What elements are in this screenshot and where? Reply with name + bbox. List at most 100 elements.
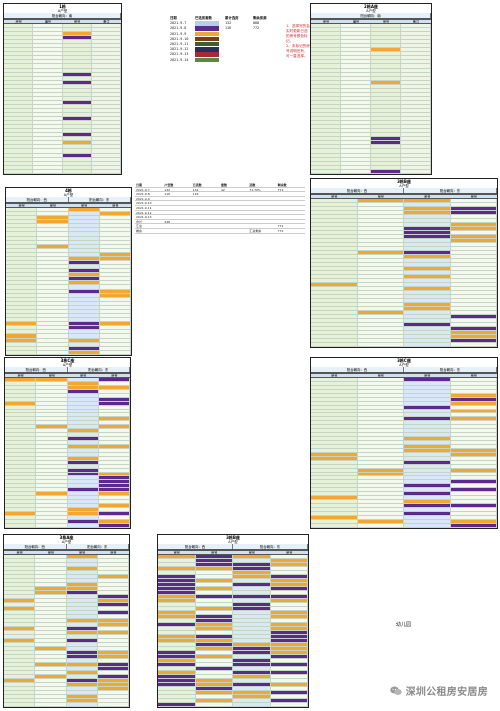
table-row xyxy=(4,575,129,579)
room-cell xyxy=(97,695,129,698)
room-cell xyxy=(357,515,404,519)
room-cell xyxy=(37,273,69,277)
room-cell xyxy=(311,291,358,294)
room-cell xyxy=(4,133,34,137)
room-cell xyxy=(311,331,358,334)
table-row xyxy=(158,675,308,679)
room-cell xyxy=(91,40,121,44)
room-cell xyxy=(311,303,358,306)
room-cell xyxy=(311,255,358,258)
room-cell xyxy=(5,441,37,444)
block-column-header: 房号 房号 房号 房号 xyxy=(6,203,131,208)
room-cell xyxy=(66,647,98,650)
room-cell xyxy=(371,141,401,145)
table-row xyxy=(158,579,308,583)
room-cell xyxy=(450,215,497,218)
table-row xyxy=(5,492,130,497)
block-grid xyxy=(311,24,431,174)
column-header: 房号 xyxy=(79,374,87,377)
room-cell xyxy=(37,232,69,236)
room-cell xyxy=(401,88,431,92)
room-cell xyxy=(401,80,431,84)
room-cell xyxy=(4,149,34,153)
room-cell xyxy=(450,405,497,409)
room-cell xyxy=(6,232,38,236)
room-cell xyxy=(91,141,121,145)
room-cell xyxy=(357,255,404,258)
room-cell xyxy=(67,405,99,409)
table-row xyxy=(311,496,497,501)
room-cell xyxy=(311,219,358,222)
room-cell xyxy=(67,393,99,397)
room-cell xyxy=(158,663,196,666)
room-cell xyxy=(66,627,98,630)
stats-header-4: 选数 xyxy=(249,183,256,187)
room-cell xyxy=(67,437,99,440)
table-row xyxy=(158,563,308,567)
room-cell xyxy=(195,659,233,662)
room-cell xyxy=(357,378,404,381)
room-cell xyxy=(311,385,358,389)
table-row xyxy=(311,219,497,223)
room-cell xyxy=(404,515,451,519)
table-row xyxy=(311,492,497,497)
room-cell xyxy=(311,44,341,48)
room-cell xyxy=(233,639,271,642)
block-title: 3栋B座 xyxy=(311,179,497,184)
room-cell xyxy=(341,52,371,56)
room-cell xyxy=(270,651,308,654)
room-cell xyxy=(4,603,36,606)
room-cell xyxy=(68,338,100,342)
room-cell xyxy=(4,64,34,68)
room-cell xyxy=(450,243,497,246)
room-cell xyxy=(99,346,131,350)
room-cell xyxy=(5,464,37,468)
stats-cell xyxy=(248,211,276,215)
room-cell xyxy=(311,417,358,421)
room-cell xyxy=(6,228,38,232)
room-cell xyxy=(311,149,341,153)
room-cell xyxy=(91,64,121,68)
room-cell xyxy=(357,219,404,222)
table-row xyxy=(5,421,130,426)
table-row xyxy=(5,472,130,477)
column-header: 房号 xyxy=(211,551,218,554)
table-row xyxy=(4,153,121,158)
room-cell xyxy=(233,555,271,558)
room-cell xyxy=(357,199,404,202)
room-cell xyxy=(371,92,401,96)
room-cell xyxy=(195,631,233,634)
room-cell xyxy=(5,448,37,452)
room-cell xyxy=(91,133,121,137)
table-row xyxy=(311,464,497,469)
room-cell xyxy=(357,476,404,480)
room-cell xyxy=(6,322,38,326)
room-cell xyxy=(35,663,67,666)
room-cell xyxy=(62,161,92,165)
stats-cell: 42 xyxy=(220,187,225,192)
room-cell xyxy=(36,389,68,393)
stats-cell xyxy=(192,211,220,215)
room-cell xyxy=(158,667,196,670)
room-cell xyxy=(401,104,431,108)
room-cell xyxy=(66,667,98,670)
room-cell xyxy=(404,507,451,511)
table-row xyxy=(158,567,308,571)
room-cell xyxy=(450,315,497,318)
room-cell xyxy=(97,643,129,646)
room-cell xyxy=(233,695,271,698)
room-cell xyxy=(450,484,497,488)
room-cell xyxy=(4,169,34,173)
room-cell xyxy=(450,417,497,421)
room-cell xyxy=(450,413,497,417)
room-cell xyxy=(401,100,431,104)
room-cell xyxy=(5,444,37,448)
room-cell xyxy=(357,452,404,456)
room-cell xyxy=(404,343,451,346)
room-cell xyxy=(67,397,99,401)
room-cell xyxy=(233,603,271,606)
room-cell xyxy=(67,441,99,444)
room-cell xyxy=(450,327,497,330)
room-cell xyxy=(401,137,431,141)
room-cell xyxy=(158,623,196,626)
